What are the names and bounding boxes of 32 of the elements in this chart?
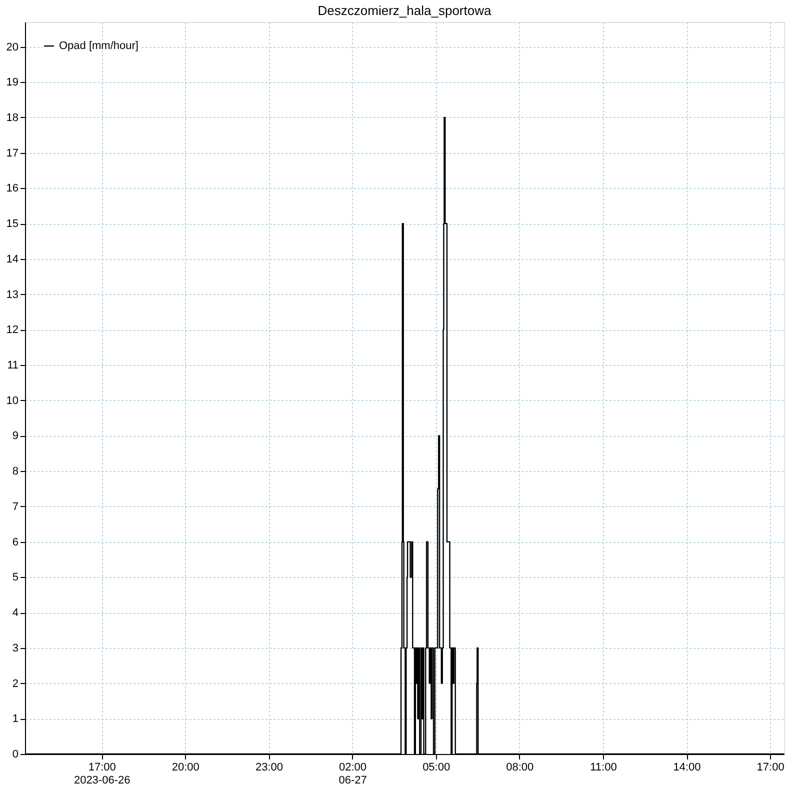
x-tick-label: 05:00: [422, 762, 450, 774]
y-tick-label: 9: [12, 430, 18, 442]
y-tick-label: 19: [6, 76, 18, 89]
y-tick-label: 3: [12, 642, 18, 654]
x-tick-label: 02:00 06-27: [338, 762, 367, 786]
x-tick-label: 08:00: [506, 762, 534, 774]
y-tick-label: 6: [12, 536, 18, 548]
chart-title: Deszczomierz_hala_sportowa: [318, 3, 492, 18]
x-tick-label: 23:00: [255, 762, 283, 774]
y-tick-label: 10: [6, 394, 18, 407]
y-tick-label: 15: [6, 218, 18, 230]
legend-label: Opad [mm/hour]: [59, 40, 138, 52]
x-tick-label: 11:00: [590, 762, 617, 774]
x-tick-label: 17:00 2023-06-26: [74, 762, 130, 786]
y-tick-label: 17: [6, 147, 18, 160]
y-tick-label: 0: [12, 748, 18, 760]
x-tick-label: 14:00: [673, 762, 701, 774]
x-tick-label: 20:00: [172, 762, 200, 774]
y-tick-label: 13: [6, 288, 18, 301]
y-tick-label: 11: [7, 360, 18, 372]
y-tick-label: 18: [6, 112, 18, 124]
y-tick-label: 12: [6, 324, 18, 336]
y-tick-label: 16: [6, 182, 18, 195]
y-tick-label: 5: [12, 572, 18, 584]
y-tick-label: 7: [12, 500, 18, 513]
y-tick-label: 20: [6, 41, 18, 54]
y-tick-label: 14: [6, 253, 18, 266]
y-tick-label: 1: [12, 713, 18, 726]
y-tick-label: 8: [12, 466, 18, 478]
x-tick-label: 17:00: [756, 762, 784, 774]
y-tick-label: 4: [12, 607, 18, 620]
y-tick-label: 2: [12, 678, 18, 690]
